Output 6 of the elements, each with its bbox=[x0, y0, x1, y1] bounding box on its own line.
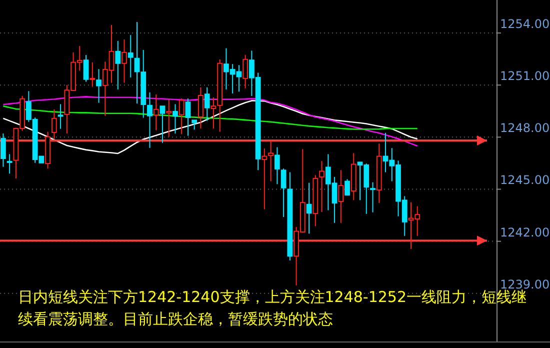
y-tick-label: 1245.00 bbox=[500, 173, 550, 188]
y-tick-label: 1248.00 bbox=[500, 121, 550, 136]
y-tick-label: 1254.00 bbox=[500, 16, 550, 31]
annotation: 日内短线关注下方1242-1240支撑，上方关注1248-1252一线阻力，短线继续看震荡调整。目前止跌企稳，暂缓跌势的状态 bbox=[18, 288, 527, 330]
y-tick-label: 1242.00 bbox=[500, 225, 550, 240]
y-tick-label: 1251.00 bbox=[500, 69, 550, 84]
